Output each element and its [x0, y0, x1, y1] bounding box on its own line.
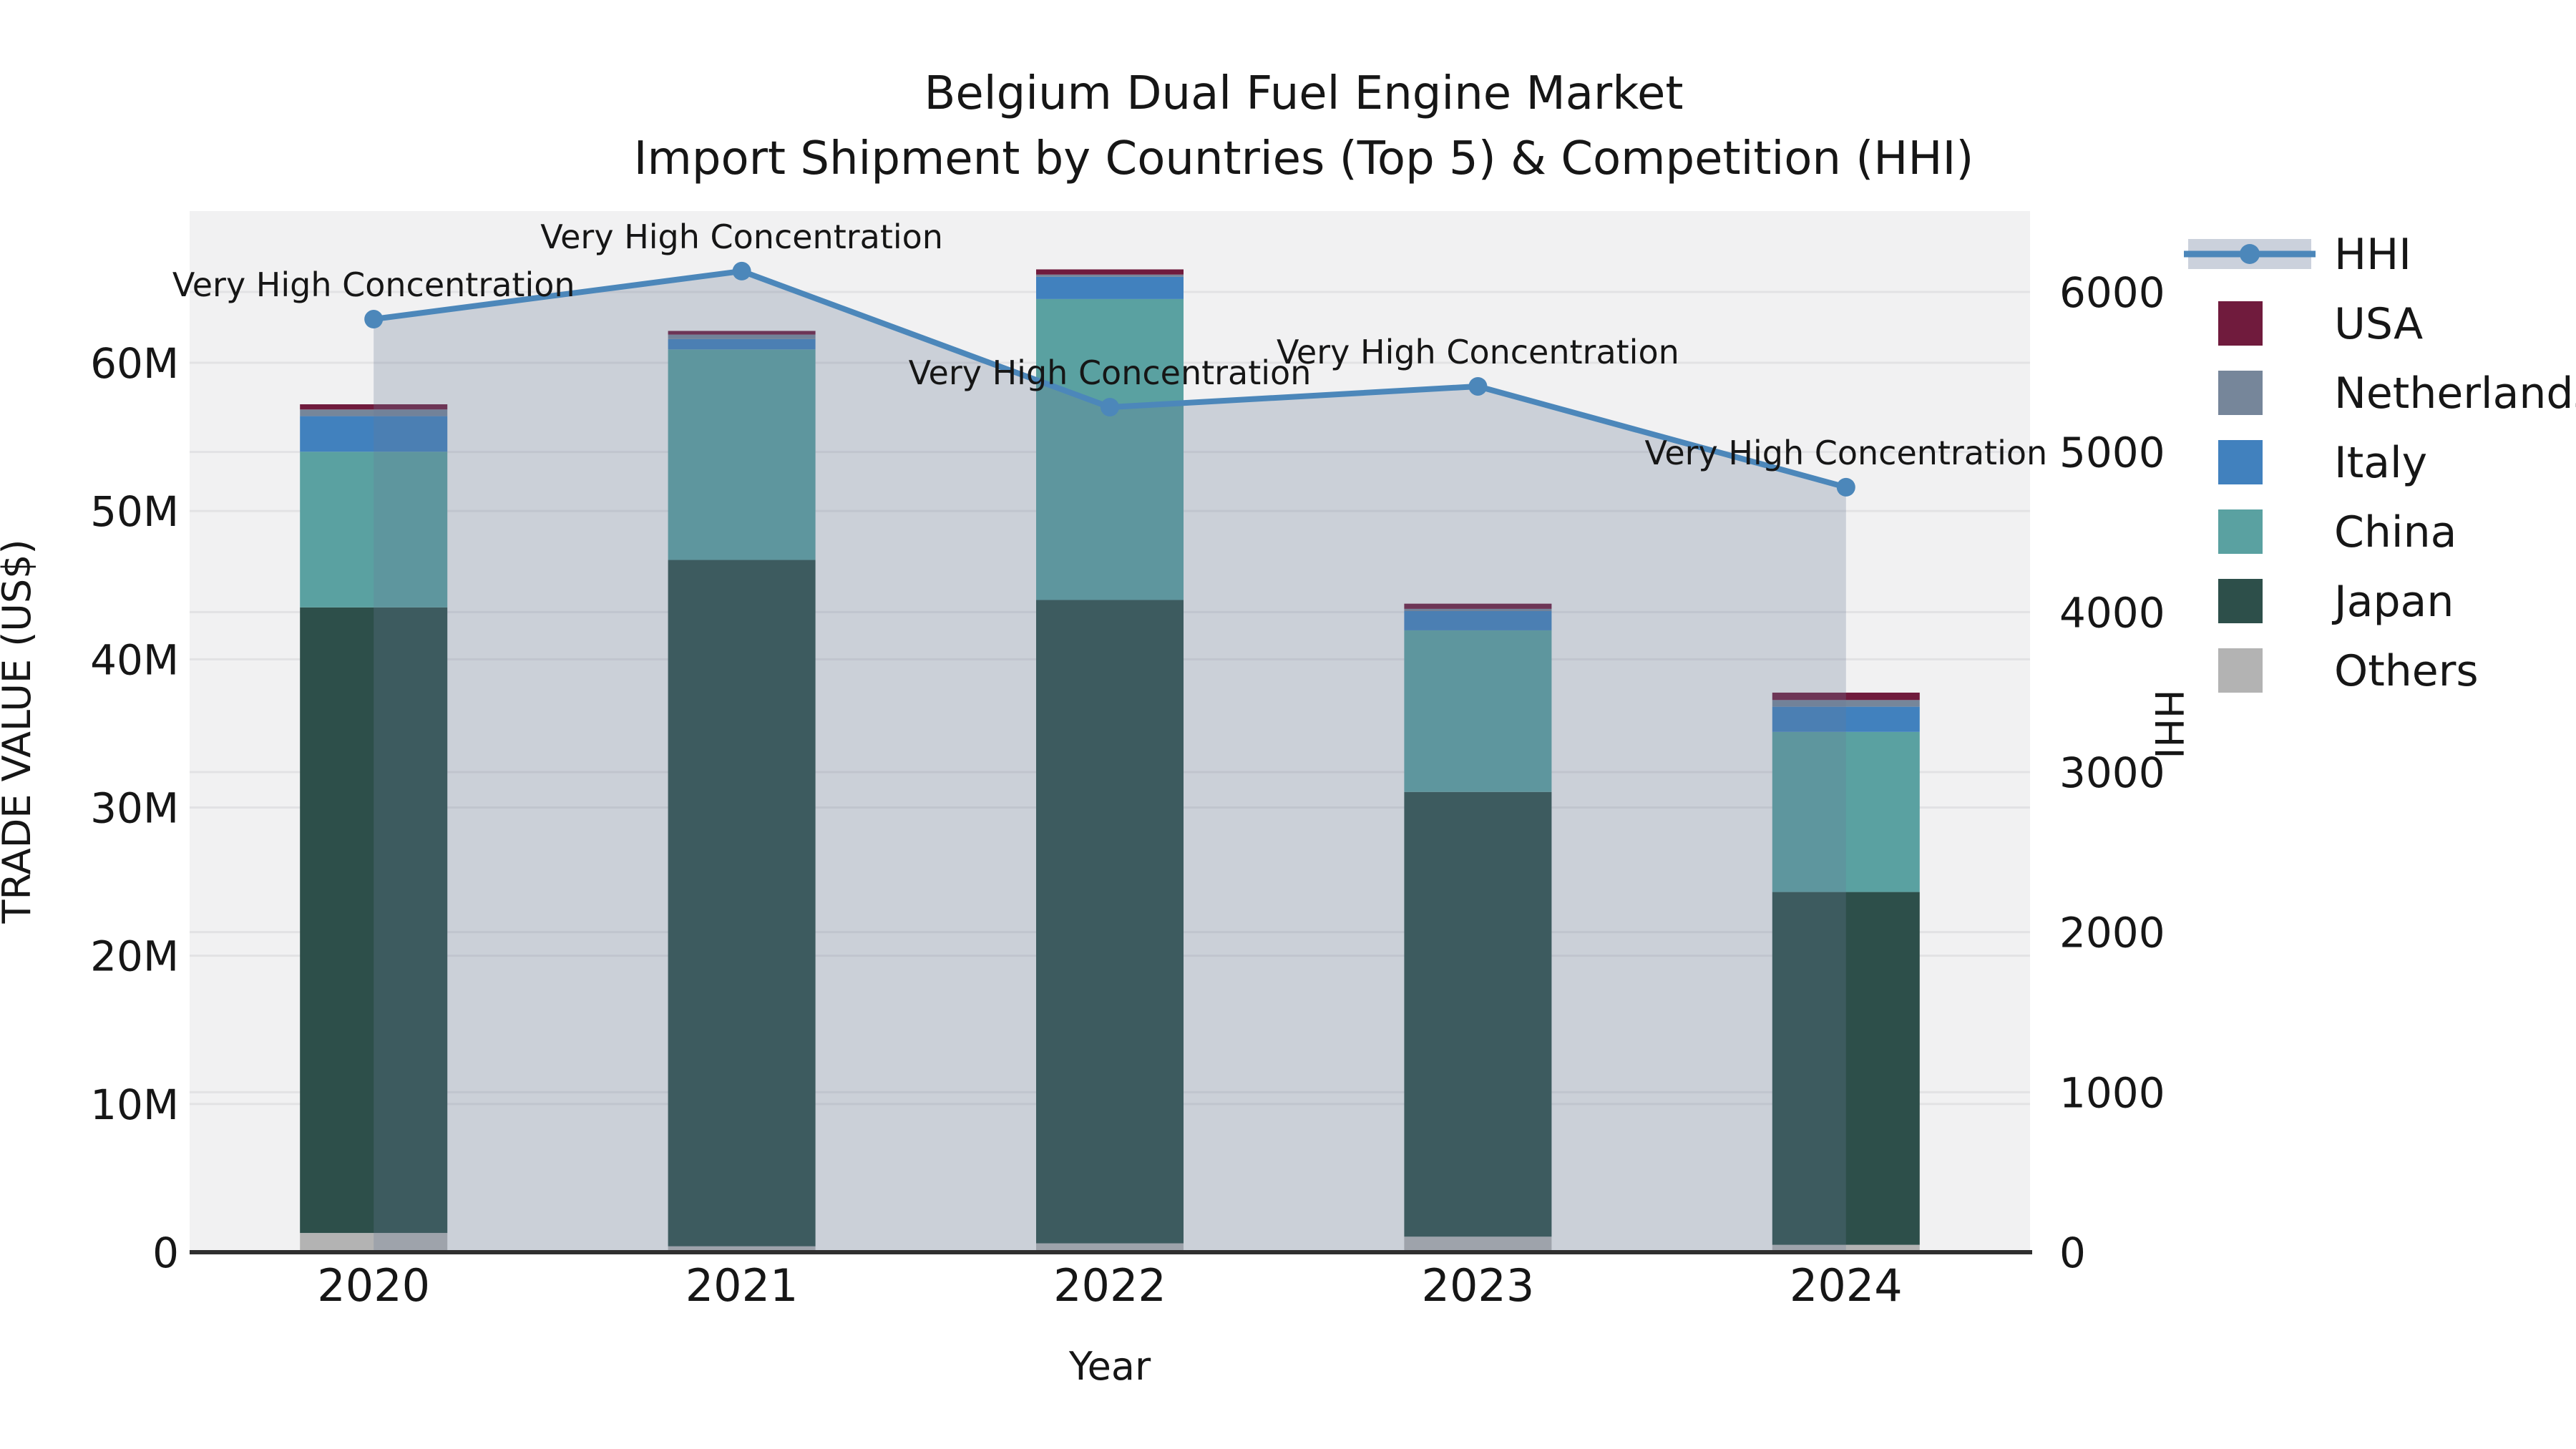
x-tick-label-2023: 2023 [1422, 1259, 1535, 1312]
bar-segment-japan-2020 [300, 607, 448, 1234]
legend-item-italy: Italy [2218, 438, 2427, 488]
y-tick-label-left-60M: 60M [90, 339, 179, 388]
annotation-label-2021: Very High Concentration [540, 218, 943, 256]
legend-swatch-others [2218, 648, 2263, 693]
legend-item-others: Others [2218, 646, 2479, 696]
bar-segment-china-2023 [1404, 630, 1552, 792]
y-axis-label-right: HHI [2146, 689, 2191, 758]
y-tick-label-left-20M: 20M [90, 932, 179, 981]
y-tick-label-left-40M: 40M [90, 635, 179, 684]
x-tick-label-2020: 2020 [317, 1259, 430, 1312]
bar-segment-italy-2020 [300, 416, 448, 452]
x-tick-label-2024: 2024 [1790, 1259, 1903, 1312]
bar-segment-usa-2023 [1404, 603, 1552, 609]
bar-segment-netherlands-2021 [668, 334, 816, 339]
bar-segment-italy-2021 [668, 338, 816, 350]
bar-segment-netherlands-2022 [1036, 274, 1184, 277]
y-tick-label-left-50M: 50M [90, 487, 179, 536]
bar-segment-others-2024 [1772, 1244, 1920, 1252]
y-tick-label-left-30M: 30M [90, 784, 179, 833]
legend-item-label-others: Others [2334, 646, 2479, 696]
stacked-bars [300, 269, 1920, 1252]
hhi-point-2020 [364, 310, 384, 329]
y-tick-label-right-0: 0 [2059, 1229, 2086, 1277]
legend-swatch-netherlands [2218, 371, 2263, 415]
bar-segment-italy-2024 [1772, 706, 1920, 732]
legend-item-usa: USA [2218, 299, 2423, 349]
x-tick-label-2021: 2021 [686, 1259, 799, 1312]
bar-segment-netherlands-2020 [300, 409, 448, 416]
legend-swatch-usa [2218, 301, 2263, 346]
y-tick-label-right-6000: 6000 [2059, 268, 2165, 317]
y-tick-label-right-1000: 1000 [2059, 1068, 2165, 1117]
bar-segment-others-2020 [300, 1233, 448, 1252]
legend-item-label-italy: Italy [2334, 438, 2427, 488]
y-tick-label-left-0: 0 [152, 1229, 179, 1277]
bar-segment-japan-2024 [1772, 892, 1920, 1245]
bar-segment-china-2022 [1036, 298, 1184, 600]
bar-segment-china-2021 [668, 349, 816, 560]
bar-segment-netherlands-2024 [1772, 700, 1920, 707]
legend-item-label-hhi: HHI [2334, 230, 2411, 280]
bar-segment-japan-2023 [1404, 791, 1552, 1237]
y-tick-label-right-4000: 4000 [2059, 588, 2165, 637]
bar-segment-netherlands-2023 [1404, 608, 1552, 612]
annotation-label-2022: Very High Concentration [909, 353, 1312, 392]
y-tick-label-right-5000: 5000 [2059, 429, 2165, 477]
hhi-line [364, 261, 1855, 497]
bar-segment-others-2023 [1404, 1236, 1552, 1252]
hhi-area [374, 270, 1846, 1252]
y-tick-label-right-2000: 2000 [2059, 909, 2165, 957]
legend-item-label-usa: USA [2334, 299, 2423, 349]
bar-segment-japan-2022 [1036, 600, 1184, 1244]
bar-segment-japan-2021 [668, 560, 816, 1246]
legend-item-label-japan: Japan [2331, 577, 2454, 627]
hhi-area-fill [374, 270, 1846, 1252]
legend-item-label-netherlands: Netherlands [2334, 369, 2576, 419]
hhi-point-2021 [732, 261, 751, 280]
annotation-label-2023: Very High Concentration [1277, 333, 1679, 371]
bar-segment-china-2024 [1772, 731, 1920, 892]
annotation-label-2020: Very High Concentration [172, 265, 575, 304]
x-tick-label-2022: 2022 [1053, 1259, 1166, 1312]
y-tick-label-left-10M: 10M [90, 1080, 179, 1129]
legend-item-china: China [2218, 507, 2457, 557]
annotation-label-2024: Very High Concentration [1644, 434, 2047, 472]
legend-hhi-marker-icon [2240, 244, 2260, 264]
bar-segment-usa-2022 [1036, 269, 1184, 275]
axis-ticks: 0 10M 20M 30M 40M 50M 60M 0 1000 2000 3000 4000 5000… [90, 268, 2165, 1312]
legend-item-japan: Japan [2218, 577, 2454, 627]
legend-swatch-china [2218, 509, 2263, 554]
legend-item-label-china: China [2334, 507, 2457, 557]
hhi-point-2022 [1101, 398, 1119, 417]
chart-title-line1: Belgium Dual Fuel Engine Market [924, 67, 1684, 120]
legend-swatch-japan [2218, 579, 2263, 623]
chart-title-line2: Import Shipment by Countries (Top 5) & C… [634, 132, 1974, 185]
hhi-point-2023 [1468, 376, 1488, 396]
bar-segment-italy-2022 [1036, 276, 1184, 299]
legend-item-hhi: HHI [2184, 230, 2411, 280]
legend-item-netherlands: Netherlands [2218, 369, 2576, 419]
x-axis-label: Year [1068, 1344, 1151, 1389]
bar-segment-usa-2020 [300, 404, 448, 410]
legend-swatch-italy [2218, 440, 2263, 484]
legend: HHI USA Netherlands Italy China Japan Others [2184, 230, 2576, 696]
bar-segment-others-2022 [1036, 1243, 1184, 1252]
bar-segment-usa-2024 [1772, 692, 1920, 701]
bar-segment-others-2021 [668, 1246, 816, 1252]
hhi-point-2024 [1836, 477, 1855, 497]
y-tick-label-right-3000: 3000 [2059, 748, 2165, 797]
y-axis-label-left: TRADE VALUE (US$) [0, 539, 39, 924]
bar-segment-china-2020 [300, 452, 448, 608]
bar-segment-usa-2021 [668, 331, 816, 335]
bar-segment-italy-2023 [1404, 611, 1552, 630]
